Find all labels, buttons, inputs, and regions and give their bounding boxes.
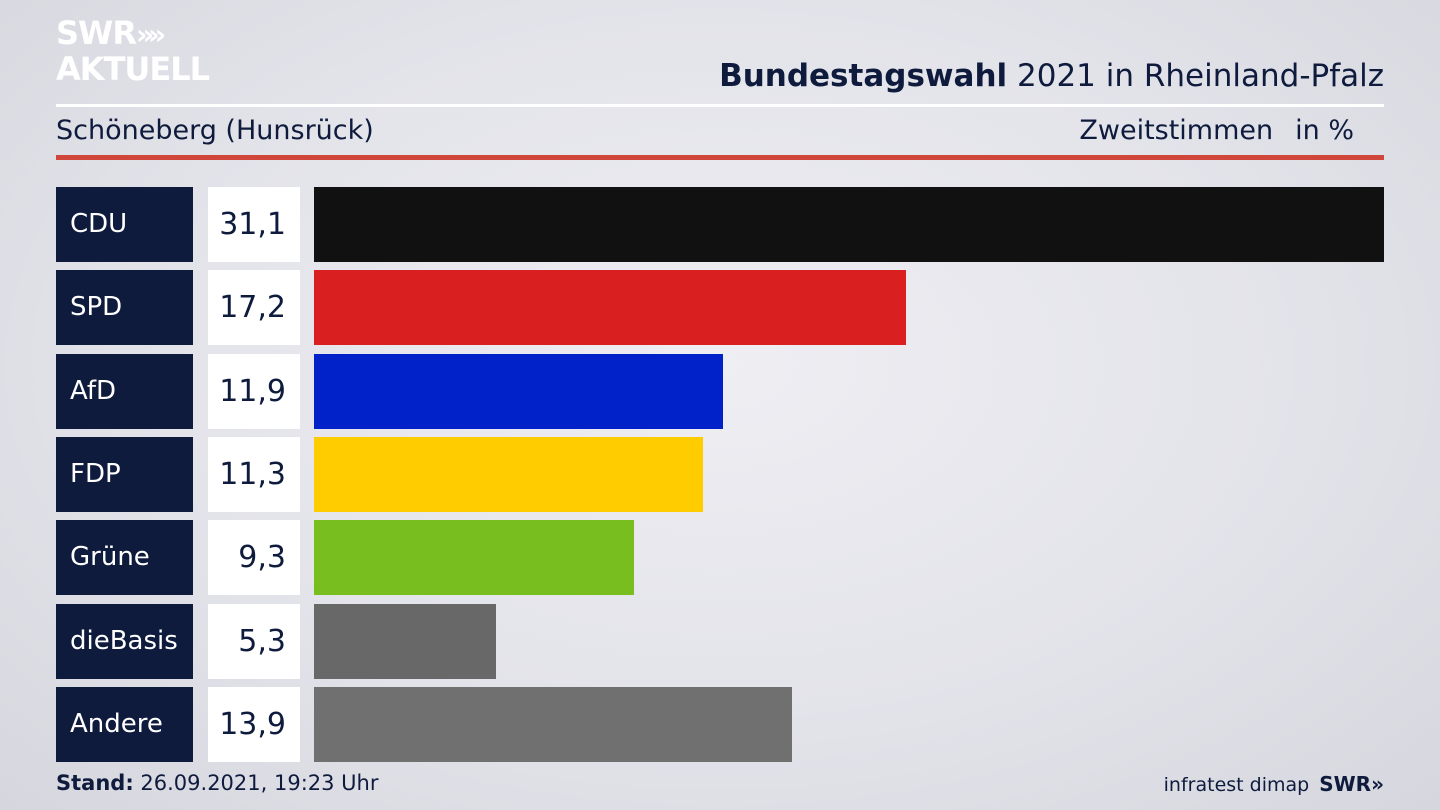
measure-label: Zweitstimmen in % — [1079, 115, 1354, 146]
bar-spd — [314, 270, 906, 345]
timestamp: Stand: 26.09.2021, 19:23 Uhr — [56, 771, 379, 795]
party-label-gr-ne: Grüne — [56, 520, 193, 595]
stand-value: 26.09.2021, 19:23 Uhr — [133, 771, 379, 795]
logo-aktuell-text: AKTUELL — [56, 50, 210, 88]
chart-title: Bundestagswahl 2021 in Rheinland-Pfalz — [719, 58, 1384, 94]
chart-subtitle: Schöneberg (Hunsrück) — [56, 115, 374, 146]
swr-aktuell-logo: SWR»» AKTUELL — [56, 14, 210, 88]
value-label-gr-ne: 9,3 — [208, 520, 300, 595]
party-label-diebasis: dieBasis — [56, 604, 193, 679]
stand-label: Stand: — [56, 771, 134, 795]
party-label-andere: Andere — [56, 687, 193, 762]
bar-afd — [314, 354, 723, 429]
title-bold: Bundestagswahl — [719, 58, 1008, 94]
bar-diebasis — [314, 604, 496, 679]
bar-cdu — [314, 187, 1384, 262]
logo-swr-text: SWR — [56, 14, 137, 52]
footer-swr-logo: SWR» — [1319, 772, 1384, 796]
source-text: infratest dimap — [1163, 774, 1310, 796]
party-label-fdp: FDP — [56, 437, 193, 512]
value-label-fdp: 11,3 — [208, 437, 300, 512]
bar-andere — [314, 687, 792, 762]
bar-fdp — [314, 437, 703, 512]
value-label-diebasis: 5,3 — [208, 604, 300, 679]
party-label-cdu: CDU — [56, 187, 193, 262]
value-label-cdu: 31,1 — [208, 187, 300, 262]
value-label-spd: 17,2 — [208, 270, 300, 345]
party-label-spd: SPD — [56, 270, 193, 345]
party-label-afd: AfD — [56, 354, 193, 429]
footer-credits: infratest dimap SWR» — [1164, 772, 1384, 796]
unit-text: in % — [1295, 115, 1354, 146]
value-label-andere: 13,9 — [208, 687, 300, 762]
bar-gr-ne — [314, 520, 634, 595]
measure-text: Zweitstimmen — [1079, 115, 1274, 146]
header-divider — [56, 104, 1384, 107]
accent-divider — [56, 155, 1384, 160]
value-label-afd: 11,9 — [208, 354, 300, 429]
title-rest: 2021 in Rheinland-Pfalz — [1007, 58, 1384, 94]
